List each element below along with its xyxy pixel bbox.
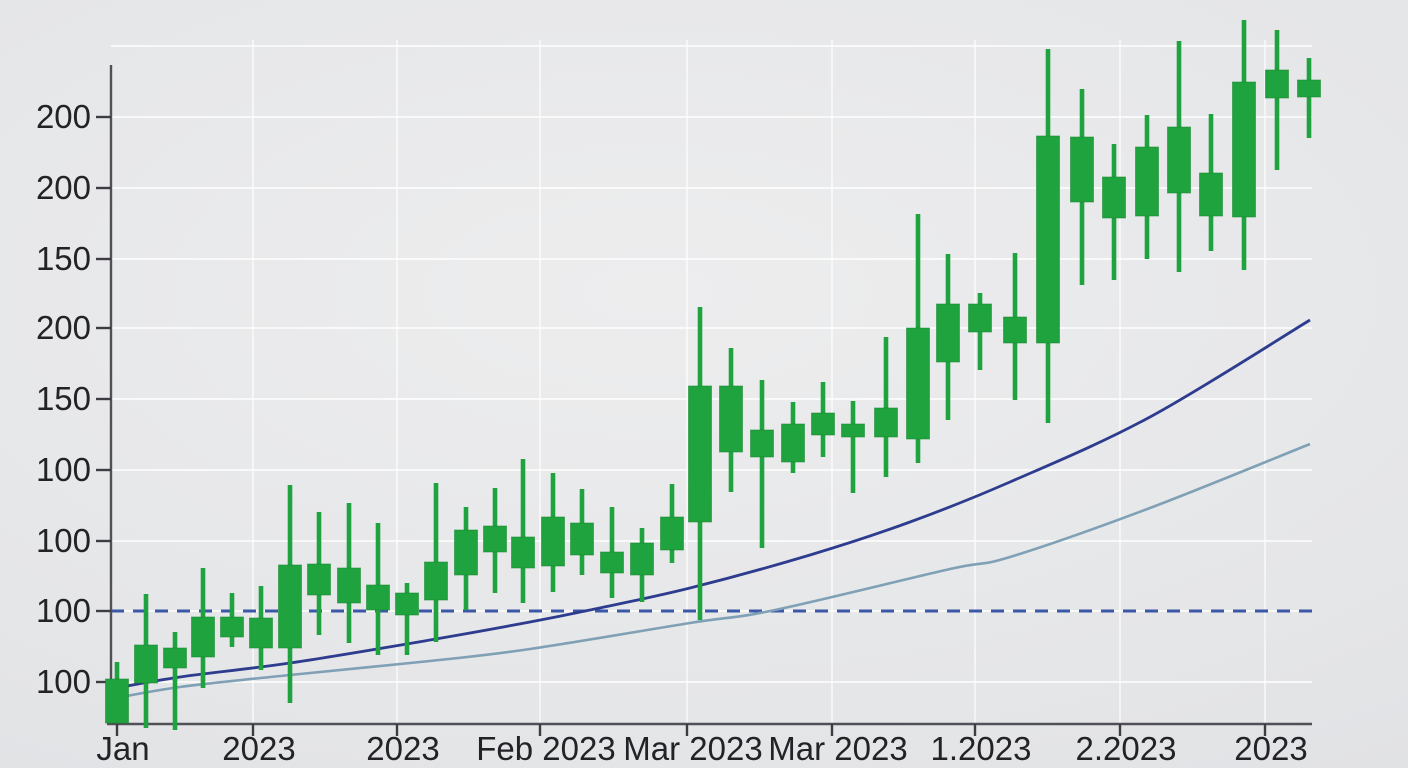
candle-body <box>1232 81 1256 218</box>
candle-body <box>249 617 273 649</box>
candle-body <box>874 407 898 438</box>
x-tick-label: 1.2023 <box>931 730 1032 767</box>
candle-body <box>660 516 684 551</box>
candle-body <box>1265 69 1289 99</box>
candle-body <box>1167 126 1191 194</box>
candle-wick <box>404 583 410 655</box>
candle-wick <box>759 380 765 548</box>
candle-body <box>163 647 187 669</box>
candle-body <box>134 644 158 684</box>
x-tick-label: 2.2023 <box>1076 730 1177 767</box>
y-tick-label: 200 <box>36 309 91 346</box>
candle-body <box>366 584 390 611</box>
candle-body <box>511 536 535 569</box>
candle-body <box>220 616 244 638</box>
candle-body <box>811 412 835 436</box>
candle-body <box>688 385 712 523</box>
x-tick-label: Mar 2023 <box>768 730 907 767</box>
candle-body <box>906 327 930 440</box>
y-tick-label: 100 <box>36 451 91 488</box>
candle-body <box>1070 136 1094 203</box>
x-tick-label: 2023 <box>1234 730 1307 767</box>
y-tick-label: 150 <box>36 240 91 277</box>
candle-body <box>307 563 331 596</box>
candle-wick <box>520 459 526 603</box>
candle-body <box>630 542 654 576</box>
candle-body <box>278 564 302 649</box>
candle-body <box>541 516 565 567</box>
candle-wick <box>1306 58 1312 138</box>
y-tick-label: 150 <box>36 380 91 417</box>
candle-body <box>570 522 594 556</box>
candle-body <box>1199 172 1223 217</box>
candle-body <box>337 567 361 604</box>
y-tick-label: 100 <box>36 663 91 700</box>
candle-wick <box>1274 30 1280 170</box>
candle-wick <box>850 401 856 493</box>
candle-body <box>483 525 507 553</box>
candle-body <box>105 678 129 724</box>
x-tick-label: Jan <box>96 730 149 767</box>
x-tick-label: Feb 2023 <box>476 730 615 767</box>
candle-body <box>1102 176 1126 219</box>
candle-body <box>841 423 865 438</box>
candle-body <box>600 551 624 574</box>
candle-body <box>424 561 448 601</box>
x-tick-label: 2023 <box>366 730 439 767</box>
candle-body <box>191 616 215 658</box>
y-tick-label: 100 <box>36 592 91 629</box>
candle-body <box>395 592 419 616</box>
candle-body <box>1135 146 1159 217</box>
candle-body <box>719 385 743 453</box>
candle-wick <box>883 337 889 477</box>
candle-body <box>968 303 992 333</box>
y-tick-label: 200 <box>36 98 91 135</box>
x-tick-label: 2023 <box>222 730 295 767</box>
candle-body <box>1003 316 1027 344</box>
candle-body <box>781 423 805 463</box>
y-tick-label: 200 <box>36 169 91 206</box>
candle-body <box>1036 135 1060 344</box>
candle-wick <box>172 632 178 730</box>
candle-body <box>454 529 478 576</box>
y-tick-label: 100 <box>36 522 91 559</box>
x-tick-label: Mar 2023 <box>623 730 762 767</box>
candle-body <box>936 303 960 363</box>
candle-body <box>1297 79 1321 98</box>
candle-body <box>750 429 774 458</box>
